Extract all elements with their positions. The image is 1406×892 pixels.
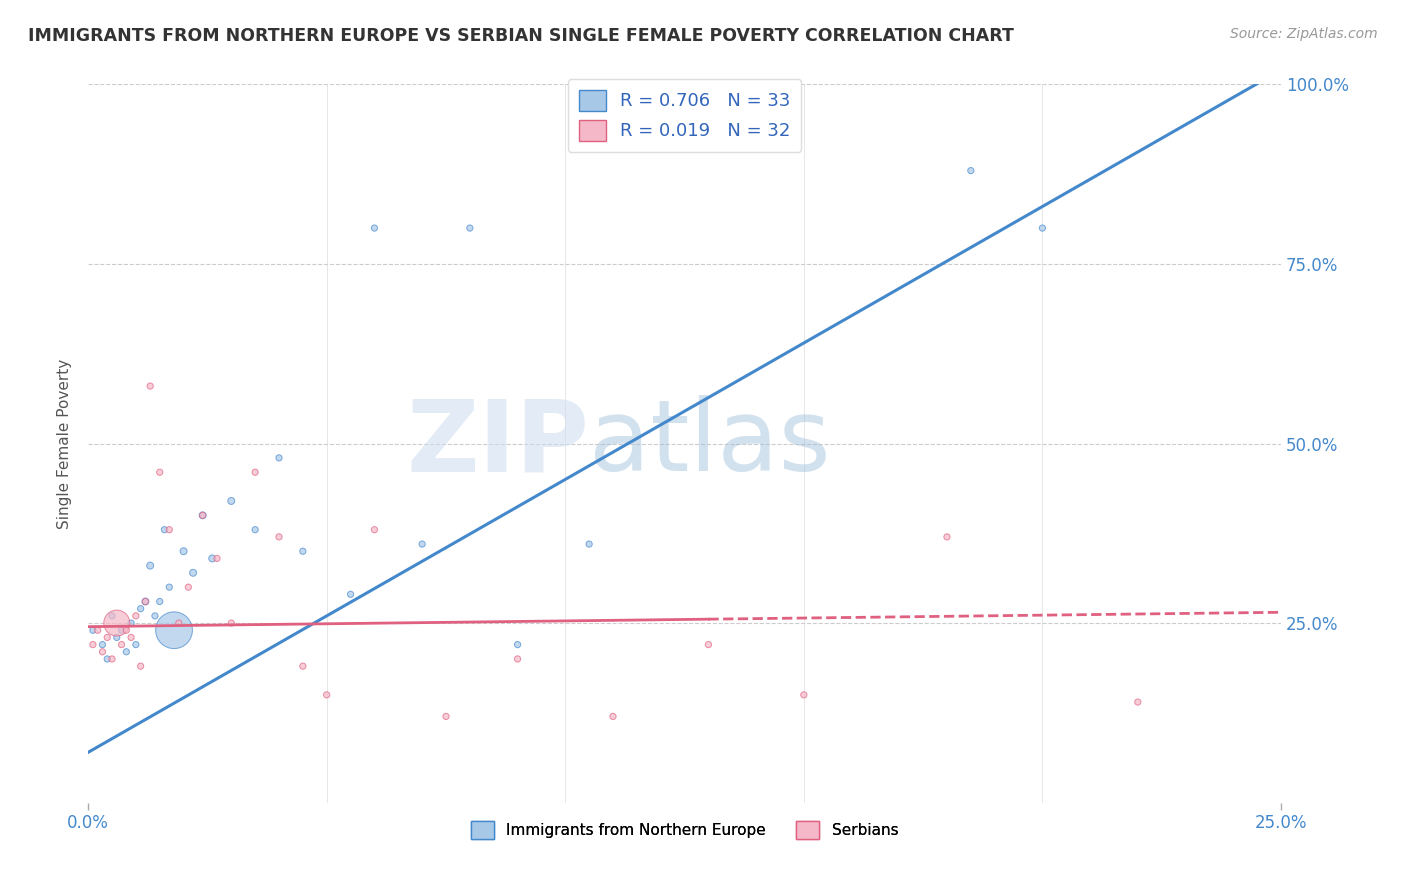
Legend: Immigrants from Northern Europe, Serbians: Immigrants from Northern Europe, Serbian… xyxy=(465,815,904,846)
Point xyxy=(143,608,166,623)
Point xyxy=(96,652,118,666)
Point xyxy=(243,523,266,537)
Point xyxy=(129,601,152,615)
Point xyxy=(157,580,180,594)
Point xyxy=(506,638,529,652)
Point xyxy=(205,551,228,566)
Text: ZIP: ZIP xyxy=(406,395,589,492)
Point xyxy=(243,465,266,479)
Point xyxy=(139,379,162,393)
Point xyxy=(96,631,118,645)
Point xyxy=(91,645,114,659)
Point xyxy=(578,537,600,551)
Point xyxy=(191,508,214,523)
Point xyxy=(82,624,104,638)
Point xyxy=(115,645,138,659)
Point xyxy=(1126,695,1149,709)
Point xyxy=(267,530,290,544)
Point xyxy=(110,624,132,638)
Point xyxy=(411,537,433,551)
Point xyxy=(315,688,337,702)
Point xyxy=(120,631,142,645)
Text: Source: ZipAtlas.com: Source: ZipAtlas.com xyxy=(1230,27,1378,41)
Point xyxy=(105,615,128,630)
Point xyxy=(201,551,224,566)
Point xyxy=(506,652,529,666)
Point xyxy=(120,615,142,630)
Point xyxy=(191,508,214,523)
Point xyxy=(458,221,481,235)
Point xyxy=(105,631,128,645)
Point xyxy=(602,709,624,723)
Point xyxy=(149,594,172,608)
Point xyxy=(129,659,152,673)
Point xyxy=(101,652,124,666)
Point xyxy=(936,530,959,544)
Point xyxy=(86,624,108,638)
Point xyxy=(793,688,815,702)
Point xyxy=(153,523,176,537)
Point xyxy=(697,638,720,652)
Point xyxy=(434,709,457,723)
Point xyxy=(125,608,148,623)
Point xyxy=(181,566,204,580)
Point xyxy=(110,638,132,652)
Y-axis label: Single Female Poverty: Single Female Poverty xyxy=(58,359,72,529)
Point xyxy=(134,594,156,608)
Point xyxy=(125,638,148,652)
Point xyxy=(163,624,186,638)
Point xyxy=(101,608,124,623)
Point xyxy=(221,615,243,630)
Text: atlas: atlas xyxy=(589,395,831,492)
Point xyxy=(221,494,243,508)
Point xyxy=(173,544,195,558)
Point xyxy=(291,659,314,673)
Point xyxy=(959,163,981,178)
Point xyxy=(157,523,180,537)
Point xyxy=(177,580,200,594)
Point xyxy=(134,594,156,608)
Point xyxy=(115,624,138,638)
Point xyxy=(267,450,290,465)
Point xyxy=(363,523,385,537)
Text: IMMIGRANTS FROM NORTHERN EUROPE VS SERBIAN SINGLE FEMALE POVERTY CORRELATION CHA: IMMIGRANTS FROM NORTHERN EUROPE VS SERBI… xyxy=(28,27,1014,45)
Point xyxy=(139,558,162,573)
Point xyxy=(91,638,114,652)
Point xyxy=(363,221,385,235)
Point xyxy=(149,465,172,479)
Point xyxy=(291,544,314,558)
Point xyxy=(167,615,190,630)
Point xyxy=(1031,221,1053,235)
Point xyxy=(339,587,361,601)
Point xyxy=(82,638,104,652)
